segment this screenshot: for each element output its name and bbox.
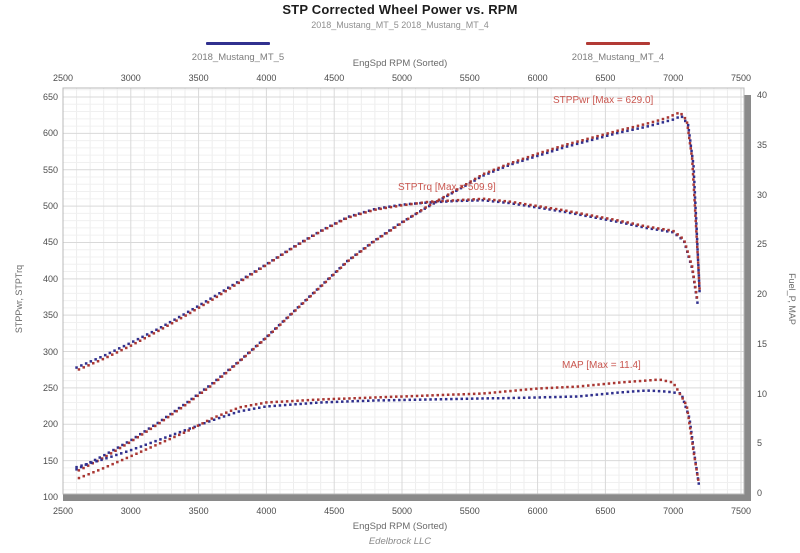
y-right-tick: 5: [757, 438, 763, 449]
x-tick-bottom: 6000: [527, 506, 548, 516]
x-tick-top: 7000: [663, 73, 684, 83]
x-tick-bottom: 3500: [188, 506, 209, 516]
footer-credit: Edelbrock LLC: [368, 536, 432, 547]
x-tick-bottom: 5000: [391, 506, 413, 516]
y-axis-label-left: STPPwr, STPTrq: [14, 264, 24, 334]
y-right-tick: 25: [757, 239, 768, 250]
legend-line-swatch-blue: [206, 42, 270, 45]
x-tick-top: 7500: [730, 73, 752, 83]
y-left-tick: 550: [42, 164, 58, 175]
x-axis-label-bottom: EngSpd RPM (Sorted): [352, 521, 448, 532]
x-tick-bottom: 2500: [52, 506, 74, 516]
x-tick-bottom: 4000: [256, 506, 277, 516]
x-axis-label-top: EngSpd RPM (Sorted): [352, 58, 448, 69]
annotation-stptrq-max: STPTrq [Max = 509.9]: [398, 182, 496, 193]
x-tick-bottom: 6500: [595, 506, 616, 516]
y-axis-label-right: Fuel_P, MAP: [787, 273, 797, 325]
legend-item-run5: 2018_Mustang_MT_5: [148, 42, 328, 65]
annotation-stppwr-max: STPPwr [Max = 629.0]: [553, 95, 654, 106]
y-left-tick: 400: [42, 273, 58, 284]
y-left-tick: 250: [42, 382, 58, 393]
x-tick-top: 4500: [324, 73, 345, 83]
y-left-tick: 450: [42, 237, 58, 248]
x-tick-bottom: 4500: [324, 506, 345, 516]
y-right-tick: 15: [757, 338, 768, 349]
y-right-tick: 20: [757, 289, 768, 299]
y-right-tick: 30: [757, 189, 768, 200]
y-left-tick: 200: [42, 419, 58, 430]
y-right-tick: 10: [757, 388, 768, 399]
y-left-tick: 600: [42, 128, 58, 139]
y-left-tick: 100: [42, 492, 58, 502]
page-subtitle: 2018_Mustang_MT_5 2018_Mustang_MT_4: [311, 20, 489, 30]
x-tick-top: 4000: [256, 73, 277, 83]
y-left-tick: 500: [42, 201, 58, 212]
legend-label: 2018_Mustang_MT_5: [191, 52, 285, 63]
x-tick-top: 3000: [120, 73, 141, 83]
x-tick-bottom: 3000: [120, 506, 141, 516]
y-right-tick: 40: [757, 90, 768, 100]
legend-line-swatch-red: [586, 42, 650, 45]
x-tick-top: 5500: [459, 73, 480, 83]
annotation-map-max: MAP [Max = 11.4]: [562, 360, 641, 371]
x-tick-top: 2500: [52, 73, 74, 83]
page-title: STP Corrected Wheel Power vs. RPM: [282, 2, 518, 17]
x-tick-bottom: 7000: [663, 506, 684, 516]
y-left-tick: 650: [42, 92, 58, 102]
y-left-tick: 350: [42, 310, 58, 321]
y-right-tick: 0: [757, 488, 763, 498]
y-left-tick: 300: [42, 346, 58, 357]
legend-item-run4: 2018_Mustang_MT_4: [528, 42, 708, 65]
x-tick-bottom: 7500: [730, 506, 752, 516]
x-tick-bottom: 5500: [459, 506, 480, 516]
x-tick-top: 6500: [595, 73, 616, 83]
x-tick-top: 3500: [188, 73, 209, 83]
x-tick-top: 6000: [527, 73, 548, 83]
x-tick-top: 5000: [391, 73, 413, 83]
legend-label: 2018_Mustang_MT_4: [571, 52, 665, 63]
y-right-tick: 35: [757, 139, 768, 150]
y-left-tick: 150: [42, 455, 58, 466]
